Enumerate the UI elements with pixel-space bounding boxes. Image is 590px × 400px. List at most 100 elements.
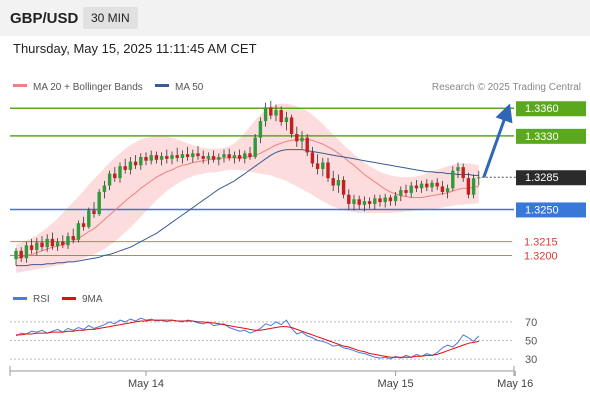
candle-body [269,107,273,116]
candle-body [295,134,299,142]
legend-9ma-label: 9MA [82,294,103,305]
candle-body [331,178,335,186]
candle-body [149,155,153,161]
candle-body [466,178,471,195]
last-price-tag [516,170,586,186]
candle-body [284,117,289,123]
level-label-1.3200: 1.3200 [524,250,558,262]
last-price-label: 1.3285 [525,172,559,184]
candle-body [430,182,434,188]
level-label-1.3360: 1.3360 [525,103,559,115]
candle-body [40,242,44,248]
legend-ma20-swatch [13,84,27,87]
candle-body [29,245,34,250]
candle-body [243,153,247,159]
candle-body [263,107,268,122]
candle-body [279,110,283,123]
candle-body [97,191,101,215]
candle-body [289,117,294,134]
symbol-title: GBP/USD [10,10,79,27]
legend-rsi-swatch [13,297,27,300]
candle-body [144,157,148,161]
candle-body [300,137,304,142]
candle-body [222,154,226,157]
candle-body [24,245,29,259]
candle-body [165,156,169,159]
candle-body [217,157,221,160]
candle-body [211,156,216,160]
candle-body [154,155,159,160]
x-tick-label: May 15 [378,378,414,390]
candle-body [456,167,460,171]
candle-body [258,121,263,138]
candle-body [341,180,346,195]
candle-body [336,180,341,186]
legend-9ma-swatch [62,297,76,300]
candle-body [76,223,81,240]
candle-body [113,173,117,179]
candle-body [367,201,372,204]
legend-ma20-label: MA 20 + Bollinger Bands [33,82,143,93]
x-tick-label: May 14 [128,378,164,390]
candle-body [237,155,242,159]
candle-body [232,155,237,158]
level-label-1.3215: 1.3215 [524,237,558,249]
candle-body [388,197,393,202]
rsi-ma-line [16,319,479,358]
rsi-tick-70: 70 [525,317,537,329]
candle-body [383,197,387,203]
rsi-tick-30: 30 [525,354,537,366]
level-tag-1.3330 [516,128,586,144]
candle-body [409,185,413,193]
candle-body [321,162,325,169]
rsi-tick-50: 50 [525,336,537,348]
candle-body [107,173,112,186]
candle-body [414,185,419,189]
candle-body [66,236,70,246]
candle-body [435,182,439,187]
candle-body [440,186,445,192]
candle-body [81,223,86,227]
candle-body [50,238,55,247]
candle-body [133,161,138,166]
candle-body [461,167,465,179]
candle-body [123,166,127,170]
candle-body [19,250,23,259]
candle-body [471,178,476,195]
ma50-line [16,149,479,267]
timestamp-label: Thursday, May 15, 2025 11:11:45 AM CET [13,41,257,56]
candle-body [362,201,367,205]
candle-body [477,177,481,179]
candle-body [445,188,450,192]
candle-body [451,170,455,189]
rsi-line [15,317,480,360]
candle-body [253,137,257,157]
candle-body [378,198,382,203]
candle-body [206,156,211,159]
candle-body [185,154,190,157]
candle-body [61,241,65,246]
legend-ma50-label: MA 50 [175,82,204,93]
ma20-line [15,139,479,259]
candle-body [419,183,424,189]
candle-body [87,210,91,227]
bollinger-band-area [16,103,479,273]
candle-body [180,154,185,158]
legend-ma50-swatch [155,84,169,87]
candle-body [35,242,39,250]
candle-body [425,183,429,188]
candle-body [55,241,60,247]
candle-body [347,194,351,204]
candle-body [373,198,377,204]
candle-body [196,153,200,157]
candle-body [393,195,398,202]
candle-body [175,155,179,158]
candle-body [404,190,408,193]
chart-header: GBP/USD 30 MIN [0,0,590,36]
timeframe-tab[interactable]: 30 MIN [83,7,138,29]
scenario-arrow [482,103,513,178]
candle-body [45,238,49,248]
watermark-text: Research © 2025 Trading Central [432,82,581,93]
level-label-1.3250: 1.3250 [525,204,559,216]
